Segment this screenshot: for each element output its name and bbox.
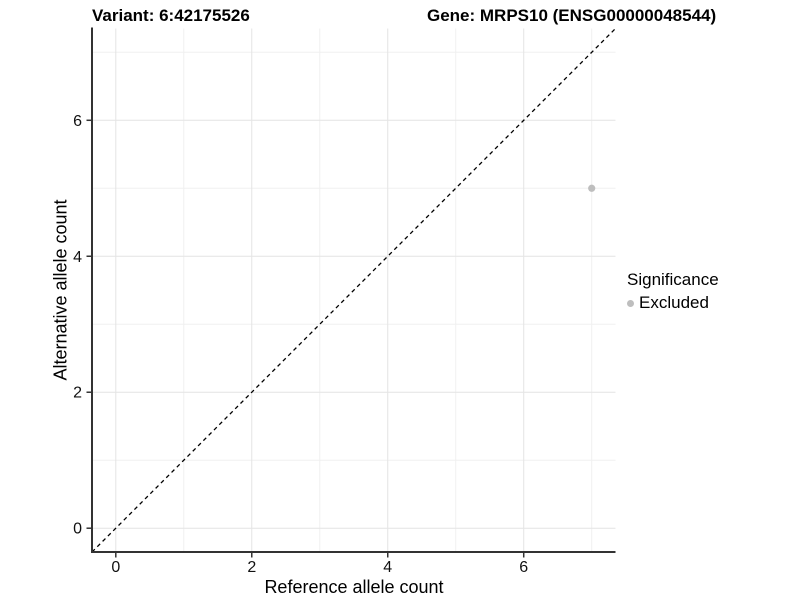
legend-key-dot-icon xyxy=(627,299,634,307)
legend: Significance Excluded xyxy=(627,270,719,313)
x-tick-label: 0 xyxy=(111,559,120,576)
y-tick-label: 0 xyxy=(73,521,82,538)
y-axis-title: Alternative allele count xyxy=(50,199,71,381)
x-tick-label: 2 xyxy=(247,559,256,576)
legend-title: Significance xyxy=(627,270,719,289)
data-point xyxy=(588,184,596,192)
legend-item-excluded: Excluded xyxy=(627,293,719,313)
x-axis-title: Reference allele count xyxy=(264,577,444,597)
x-tick-label: 6 xyxy=(519,559,528,576)
plot-title-gene: Gene: MRPS10 (ENSG00000048544) xyxy=(427,6,717,25)
y-tick-label: 6 xyxy=(73,113,82,130)
y-tick-label: 2 xyxy=(73,385,82,402)
legend-item-label: Excluded xyxy=(639,293,709,312)
y-tick-label: 4 xyxy=(73,249,82,266)
x-tick-label: 4 xyxy=(383,559,392,576)
plot-title-variant: Variant: 6:42175526 xyxy=(92,6,250,25)
identity-dashed-line xyxy=(91,28,616,553)
